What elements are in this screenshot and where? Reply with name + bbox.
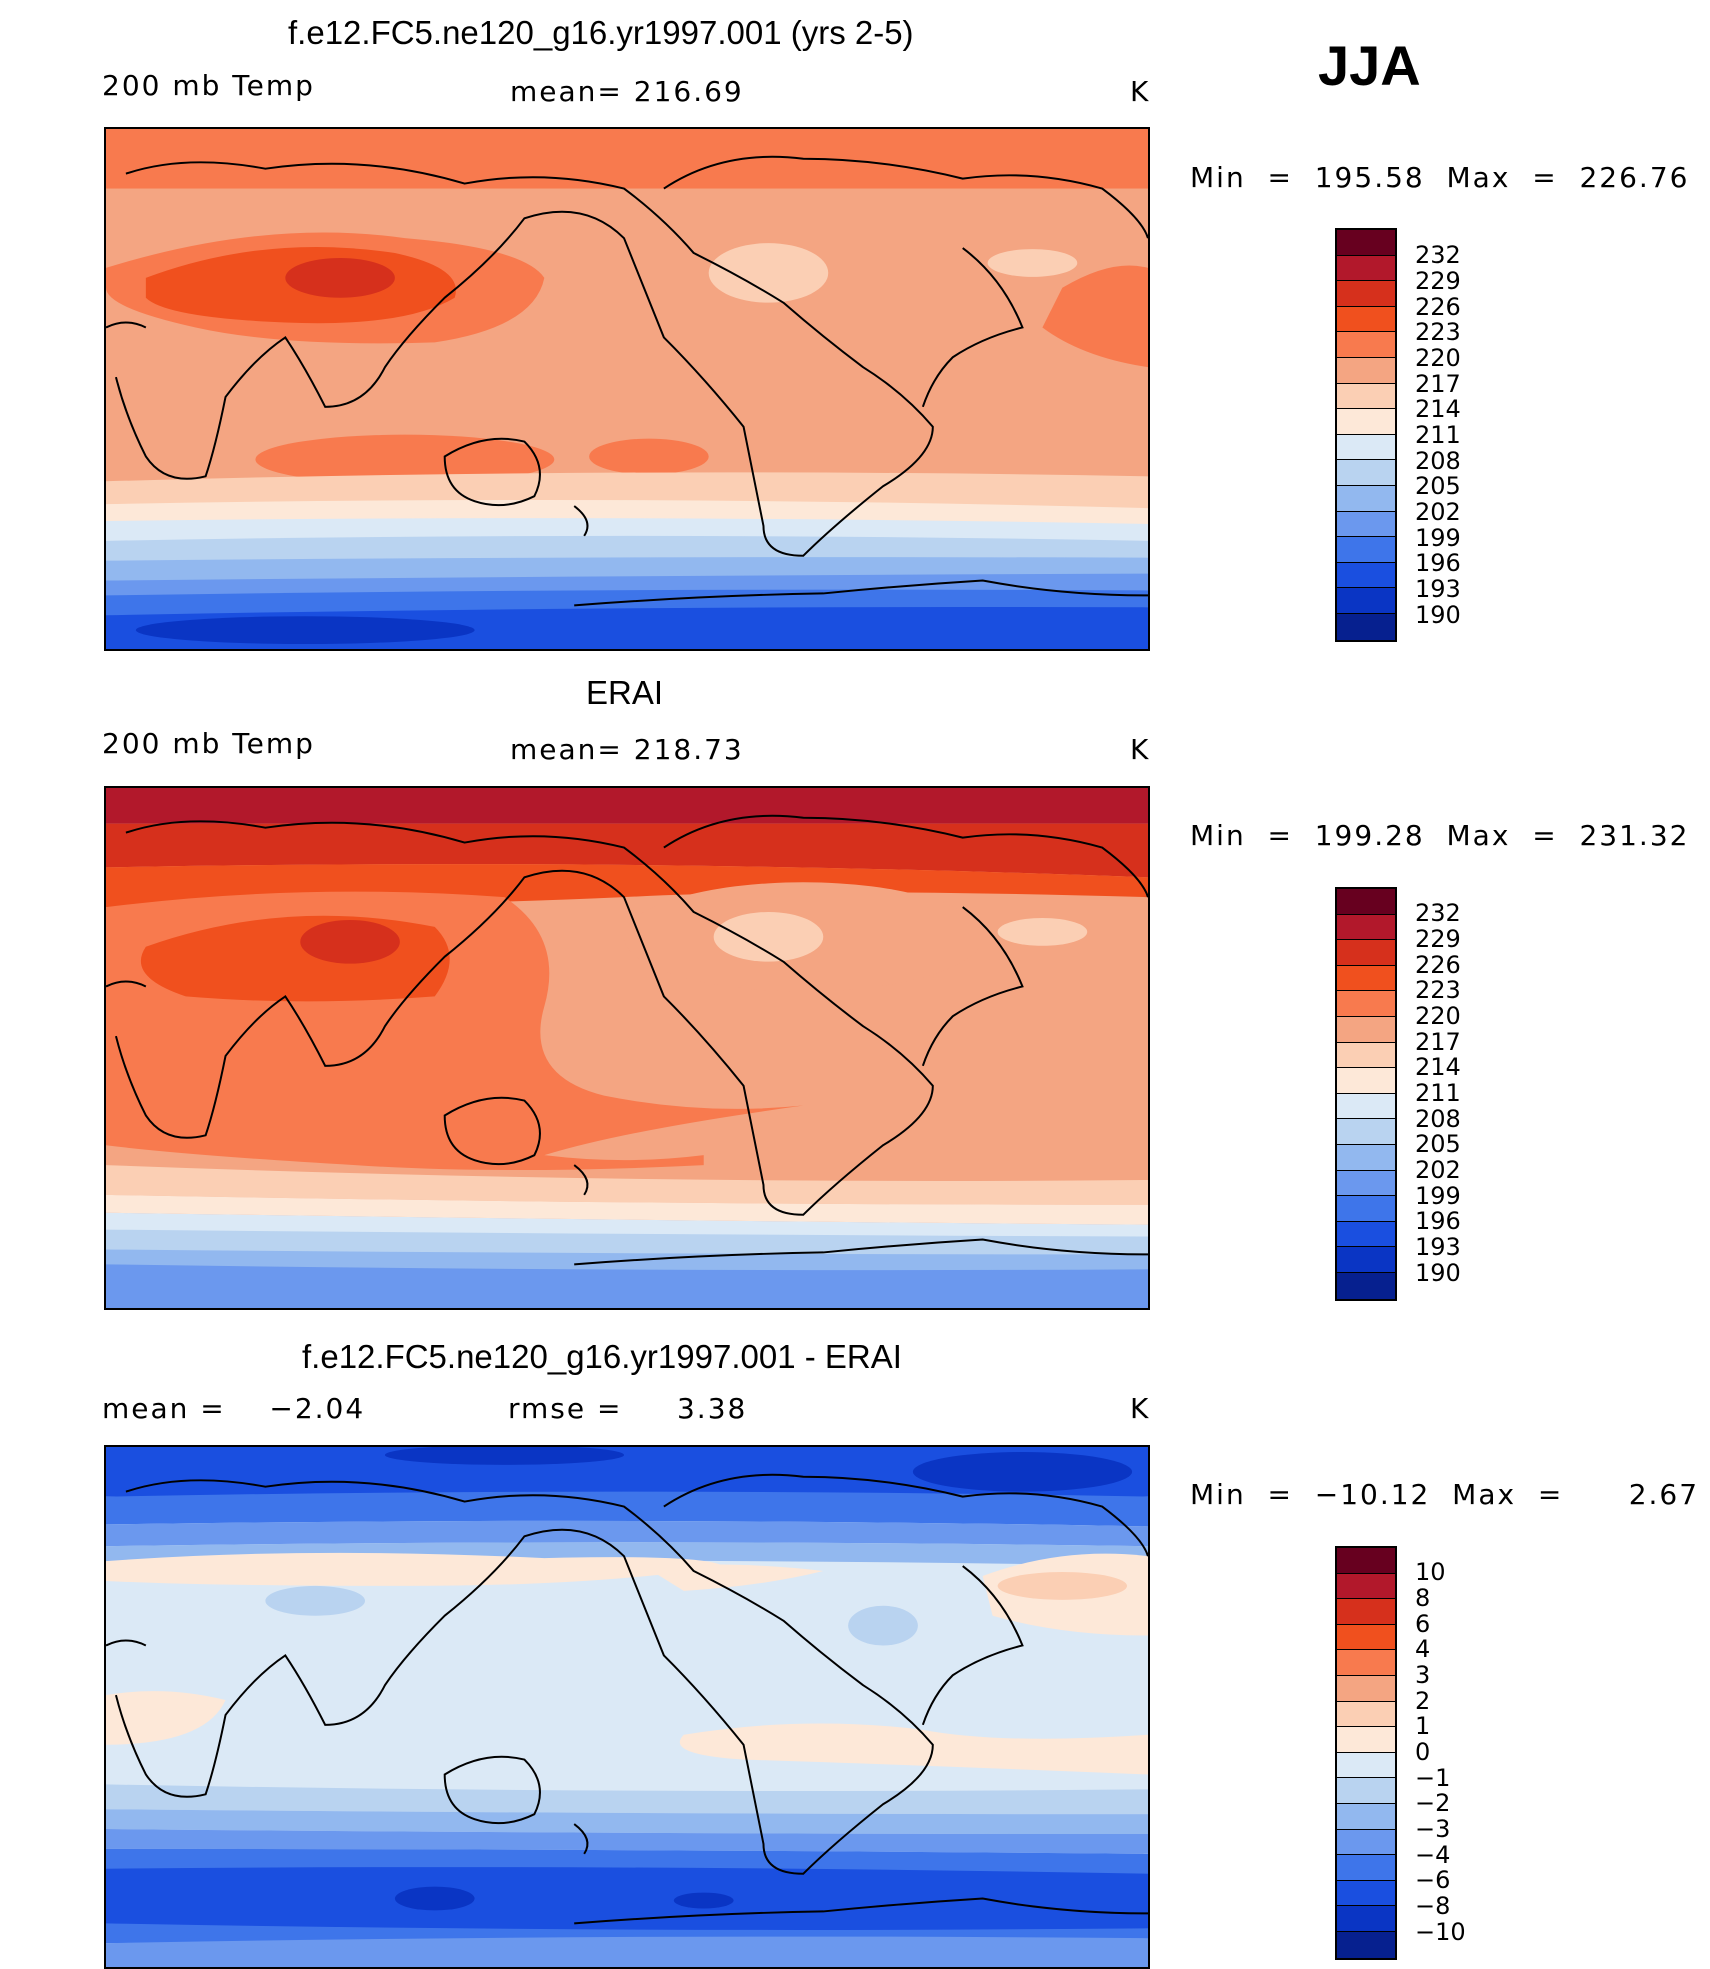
colorbar-tick-label: −4: [1415, 1841, 1451, 1869]
colorbar-tick-label: 217: [1415, 370, 1461, 398]
panel3-colorbar: [1335, 1546, 1397, 1960]
panel3-rmse-label: rmse = 3.38: [508, 1392, 748, 1425]
panel1-variable-label: 200 mb Temp: [102, 69, 315, 102]
colorbar-tick-label: 229: [1415, 267, 1461, 295]
colorbar-tick-label: 0: [1415, 1738, 1431, 1766]
colorbar-tick-label: 232: [1415, 241, 1461, 269]
panel1-title: f.e12.FC5.ne120_g16.yr1997.001 (yrs 2-5): [288, 14, 914, 51]
colorbar-tick-label: 193: [1415, 1233, 1461, 1261]
colorbar-tick-label: 196: [1415, 1207, 1461, 1235]
season-label: JJA: [1318, 34, 1421, 97]
panel1-heatmap: [106, 129, 1148, 649]
colorbar-tick-label: 6: [1415, 1610, 1431, 1638]
panel3-title: f.e12.FC5.ne120_g16.yr1997.001 - ERAI: [302, 1338, 902, 1375]
colorbar-tick-label: 223: [1415, 318, 1461, 346]
colorbar-tick-label: 196: [1415, 549, 1461, 577]
colorbar-tick-label: 190: [1415, 601, 1461, 629]
colorbar-tick-label: 10: [1415, 1558, 1446, 1586]
panel2-mean-label: mean= 218.73: [510, 733, 744, 766]
colorbar-tick-label: 211: [1415, 421, 1461, 449]
colorbar-tick-label: 220: [1415, 344, 1461, 372]
colorbar-tick-label: 208: [1415, 447, 1461, 475]
colorbar-tick-label: 1: [1415, 1712, 1431, 1740]
colorbar-tick-label: −10: [1415, 1918, 1466, 1946]
colorbar-tick-label: 205: [1415, 472, 1461, 500]
panel2-variable-label: 200 mb Temp: [102, 727, 315, 760]
panel1-min-max: Min = 195.58 Max = 226.76: [1190, 161, 1690, 194]
colorbar-tick-label: 190: [1415, 1259, 1461, 1287]
colorbar-tick-label: 232: [1415, 899, 1461, 927]
colorbar-tick-label: 8: [1415, 1584, 1431, 1612]
colorbar-tick-label: 202: [1415, 1156, 1461, 1184]
panel1-colorbar: [1335, 228, 1397, 642]
colorbar-tick-label: 217: [1415, 1028, 1461, 1056]
colorbar-tick-label: −1: [1415, 1764, 1451, 1792]
colorbar-tick-label: 208: [1415, 1105, 1461, 1133]
colorbar-tick-label: 226: [1415, 951, 1461, 979]
colorbar-tick-label: 214: [1415, 395, 1461, 423]
colorbar-tick-label: 205: [1415, 1130, 1461, 1158]
panel1-map: [104, 127, 1150, 651]
colorbar-tick-label: 223: [1415, 976, 1461, 1004]
panel3-min-max: Min = −10.12 Max = 2.67: [1190, 1478, 1700, 1511]
colorbar-tick-label: 199: [1415, 1182, 1461, 1210]
colorbar-tick-label: 199: [1415, 524, 1461, 552]
panel3-map: [104, 1445, 1150, 1969]
panel3-units: K: [1130, 1392, 1151, 1425]
colorbar-tick-label: 229: [1415, 925, 1461, 953]
colorbar-tick-label: 2: [1415, 1687, 1431, 1715]
panel3-heatmap: [106, 1447, 1148, 1967]
colorbar-tick-label: −3: [1415, 1815, 1451, 1843]
panel2-units: K: [1130, 733, 1151, 766]
panel3-mean-label: mean = −2.04: [102, 1392, 366, 1425]
panel2-min-max: Min = 199.28 Max = 231.32: [1190, 819, 1690, 852]
panel1-mean-label: mean= 216.69: [510, 75, 744, 108]
colorbar-tick-label: −6: [1415, 1866, 1451, 1894]
colorbar-tick-label: 202: [1415, 498, 1461, 526]
panel2-title: ERAI: [586, 674, 664, 711]
colorbar-tick-label: 4: [1415, 1635, 1431, 1663]
colorbar-tick-label: 220: [1415, 1002, 1461, 1030]
colorbar-tick-label: −8: [1415, 1892, 1451, 1920]
panel2-colorbar: [1335, 887, 1397, 1301]
colorbar-tick-label: 211: [1415, 1079, 1461, 1107]
colorbar-tick-label: 3: [1415, 1661, 1431, 1689]
colorbar-tick-label: −2: [1415, 1789, 1451, 1817]
colorbar-tick-label: 226: [1415, 293, 1461, 321]
colorbar-tick-label: 193: [1415, 575, 1461, 603]
panel1-units: K: [1130, 75, 1151, 108]
panel2-map: [104, 786, 1150, 1310]
panel2-heatmap: [106, 788, 1148, 1308]
colorbar-tick-label: 214: [1415, 1053, 1461, 1081]
